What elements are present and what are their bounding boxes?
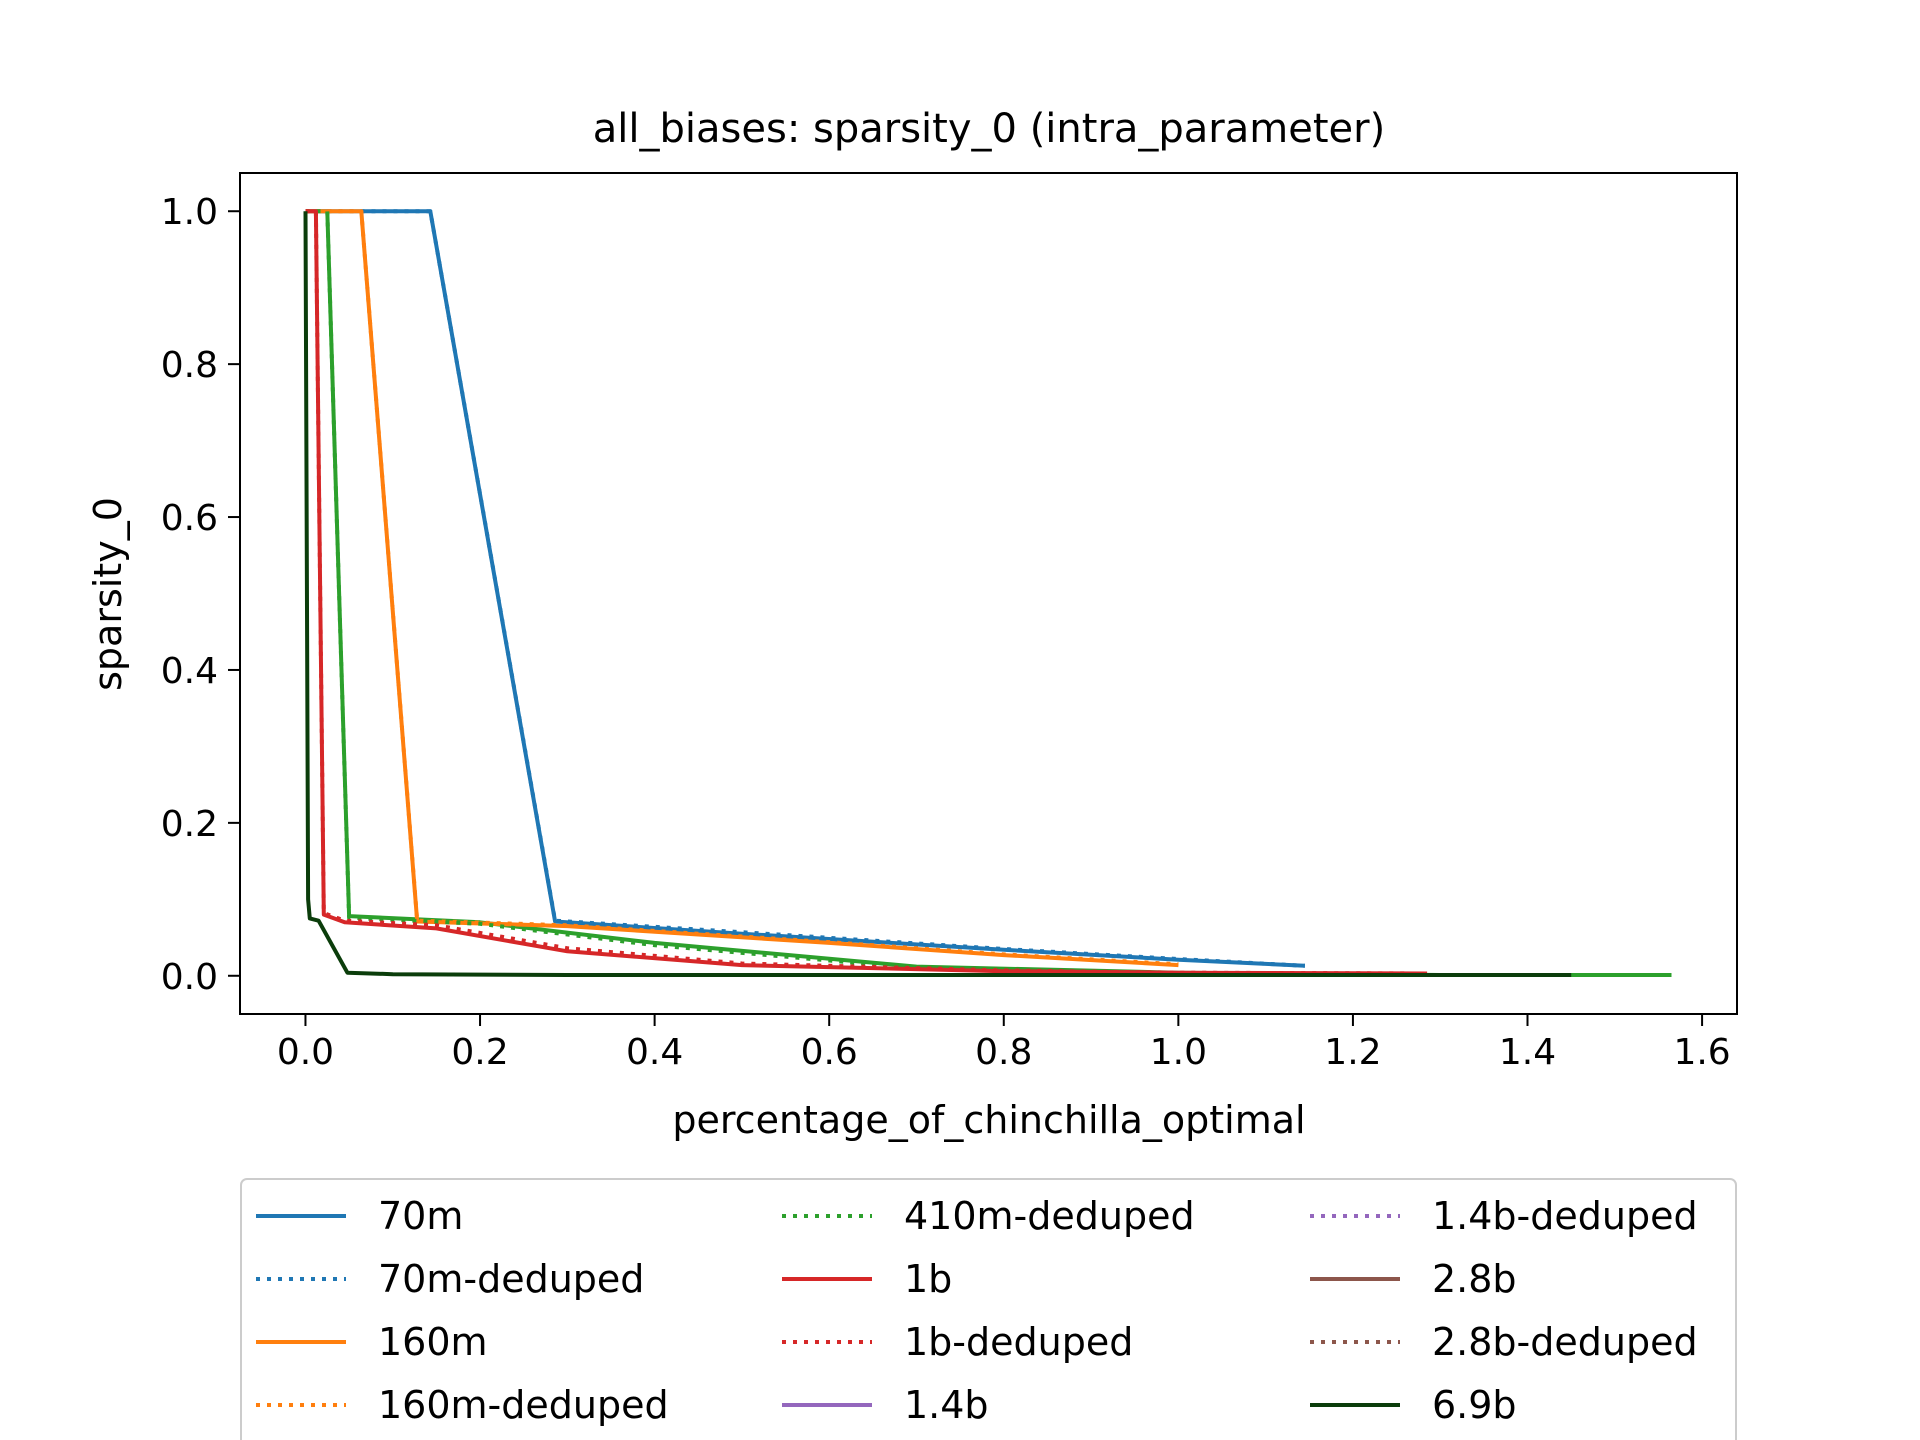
line-70m: [305, 209, 1305, 968]
y-tick-label: 0.6: [161, 498, 218, 539]
legend-label: 410m-deduped: [904, 1194, 1195, 1238]
x-tick-label: 1.0: [1150, 1032, 1207, 1073]
line-160m: [305, 209, 1179, 968]
y-axis-label: sparsity_0: [86, 497, 130, 691]
plot-lines: [303, 209, 1672, 977]
y-tick-label: 0.8: [161, 345, 218, 386]
legend-label: 2.8b-deduped: [1432, 1320, 1698, 1364]
legend-label: 2.8b: [1432, 1257, 1517, 1301]
x-tick-label: 1.2: [1324, 1032, 1381, 1073]
legend-label: 160m: [378, 1320, 488, 1364]
line-410m-deduped: [305, 209, 1672, 977]
plot-frame: [239, 172, 1738, 1015]
legend-label: 70m: [378, 1194, 463, 1238]
x-tick-label: 1.6: [1673, 1032, 1730, 1073]
chart-title: all_biases: sparsity_0 (intra_parameter): [593, 106, 1385, 152]
x-tick-label: 0.8: [975, 1032, 1032, 1073]
x-tick-label: 0.0: [277, 1032, 334, 1073]
x-tick-label: 1.4: [1499, 1032, 1556, 1073]
line-70m-deduped: [305, 209, 1306, 968]
legend-label: 1.4b: [904, 1383, 989, 1427]
line-160m-deduped: [305, 209, 1179, 967]
legend-frame: [240, 1178, 1737, 1440]
x-axis-label: percentage_of_chinchilla_optimal: [672, 1098, 1305, 1142]
legend-label: 6.9b: [1432, 1383, 1517, 1427]
legend-label: 1b: [904, 1257, 952, 1301]
x-tick-label: 0.6: [801, 1032, 858, 1073]
line-6.9b: [303, 211, 1572, 977]
y-axis: 0.0 0.2 0.4 0.6 0.8 1.0: [161, 192, 240, 998]
x-tick-label: 0.4: [626, 1032, 683, 1073]
legend-label: 1b-deduped: [904, 1320, 1133, 1364]
legend-label: 1.4b-deduped: [1432, 1194, 1698, 1238]
line-1b-deduped: [305, 209, 1428, 976]
y-tick-label: 0.0: [161, 957, 218, 998]
y-tick-label: 0.2: [161, 804, 218, 845]
legend-label: 70m-deduped: [378, 1257, 644, 1301]
legend: 70m 70m-deduped 160m 160m-deduped 410m-dedup…: [240, 1178, 1737, 1440]
line-extra-0: [305, 209, 1672, 977]
y-tick-label: 0.4: [161, 651, 218, 692]
x-axis: 0.0 0.2 0.4 0.6 0.8 1.0 1.2 1.4 1.6: [277, 1014, 1731, 1073]
legend-label: 160m-deduped: [378, 1383, 669, 1427]
legend-items: 70m 70m-deduped 160m 160m-deduped 410m-dedup…: [256, 1194, 1698, 1427]
y-tick-label: 1.0: [161, 192, 218, 233]
x-tick-label: 0.2: [451, 1032, 508, 1073]
line-1b: [305, 209, 1428, 976]
